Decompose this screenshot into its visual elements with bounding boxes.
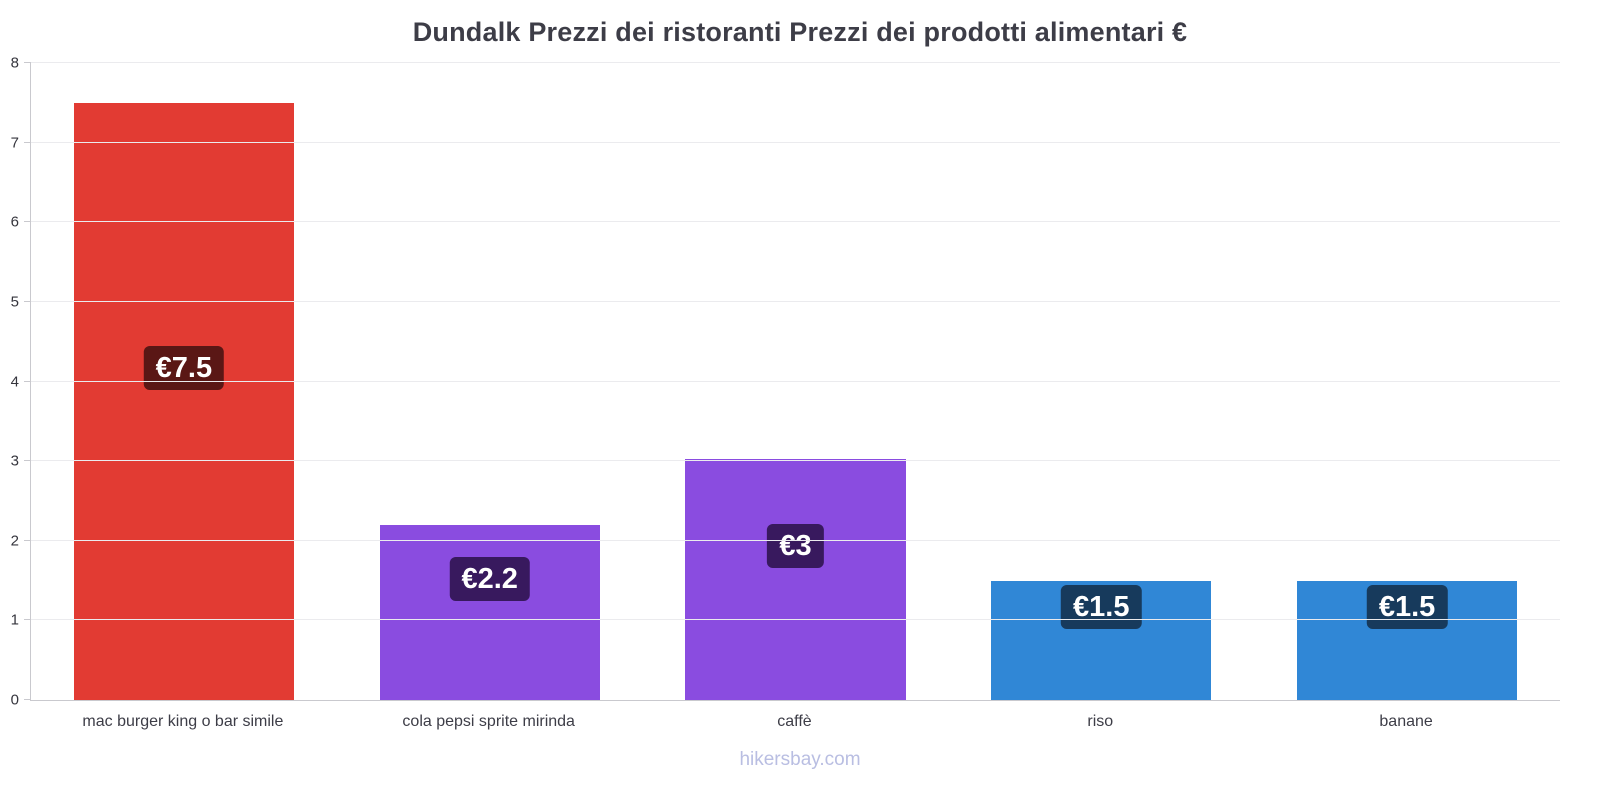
- y-axis-tick-label: 8: [10, 54, 19, 72]
- y-axis-tick-label: 0: [10, 691, 19, 709]
- y-axis-tick: [24, 380, 31, 382]
- y-axis-tick: [24, 221, 31, 223]
- bar-value-label: €2.2: [449, 556, 530, 601]
- x-axis-label: cola pepsi sprite mirinda: [402, 713, 575, 730]
- bar-slot: €3: [643, 63, 949, 700]
- chart-title: Dundalk Prezzi dei ristoranti Prezzi dei…: [412, 17, 1188, 47]
- bar-value-label: €1.5: [1061, 584, 1142, 629]
- y-axis-tick: [24, 460, 31, 462]
- y-axis-labels: 0 1 2 3 4 5 6 7 8: [0, 55, 22, 709]
- gridline: [31, 62, 1560, 63]
- x-axis-label: riso: [1087, 713, 1114, 730]
- gridline: [31, 221, 1560, 223]
- y-axis-tick: [24, 300, 31, 302]
- gridline: [31, 300, 1560, 302]
- bar-slot: €1.5: [1254, 63, 1560, 700]
- gridline: [31, 141, 1560, 143]
- bar: [73, 102, 294, 700]
- bars-container: €7.5 €2.2 €3 €1.5 €1.5: [31, 63, 1560, 700]
- watermark: hikersbay.com: [739, 749, 861, 770]
- gridline: [31, 619, 1560, 621]
- gridline: [31, 380, 1560, 382]
- y-axis-tick: [24, 619, 31, 621]
- x-axis-label: caffè: [777, 713, 812, 730]
- y-axis-tick-label: 7: [10, 134, 19, 152]
- y-axis-tick-label: 1: [10, 611, 19, 629]
- bar: [379, 524, 600, 700]
- bar-value-label: €7.5: [143, 345, 225, 390]
- y-axis-tick: [24, 141, 31, 143]
- gridline: [31, 460, 1560, 462]
- plot-area: €7.5 €2.2 €3 €1.5 €1.5: [24, 62, 1560, 701]
- y-axis-tick-label: 4: [10, 373, 19, 390]
- y-axis-tick-label: 6: [10, 213, 19, 231]
- bar-slot: €1.5: [948, 63, 1254, 700]
- y-axis-tick: [24, 539, 31, 541]
- y-axis-tick-label: 3: [10, 452, 19, 470]
- x-axis-labels: mac burger king o bar simile cola pepsi s…: [30, 713, 1559, 731]
- y-axis-tick-label: 5: [10, 293, 19, 311]
- y-axis-tick: [24, 62, 31, 63]
- bar-value-label: €3: [767, 523, 824, 568]
- bar-value-label: €1.5: [1366, 584, 1448, 629]
- y-axis-tick: [24, 699, 31, 700]
- y-axis-tick-label: 2: [10, 532, 19, 550]
- bar-slot: €7.5: [31, 63, 337, 700]
- x-axis-label: banane: [1379, 713, 1433, 730]
- bar: [685, 458, 906, 700]
- x-axis-label: mac burger king o bar simile: [82, 713, 284, 730]
- bar-slot: €2.2: [337, 63, 643, 700]
- gridline: [31, 539, 1560, 541]
